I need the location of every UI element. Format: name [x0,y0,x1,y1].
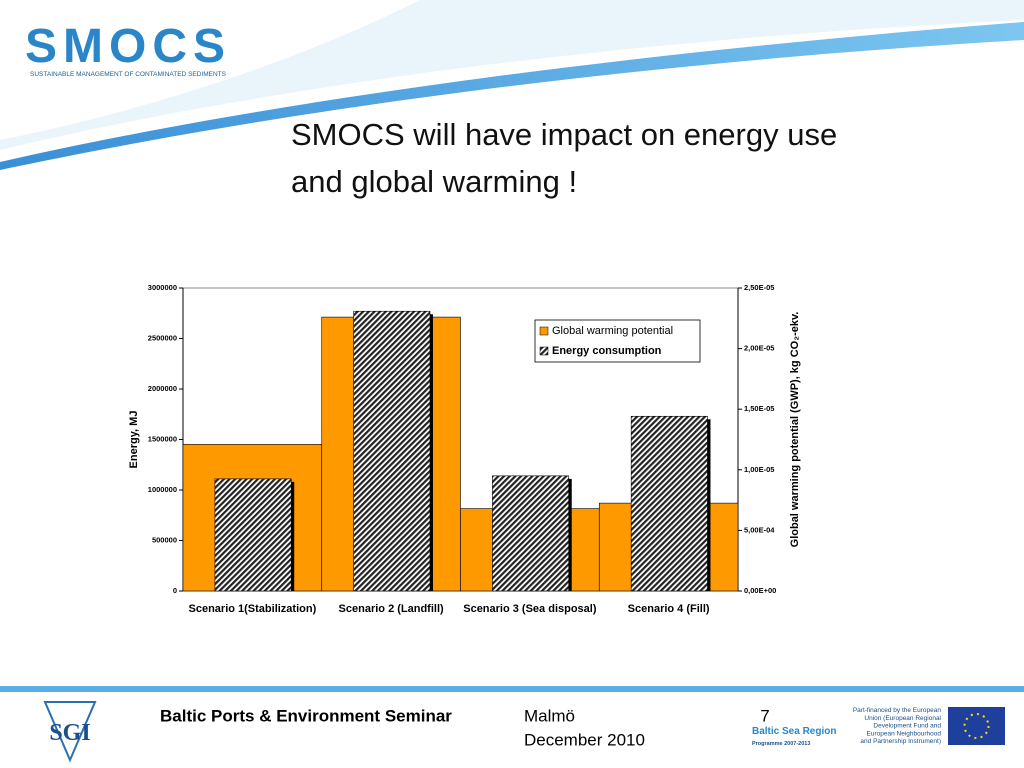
chart: 0 500000 1000000 1500000 2000000 2500000 30000… [128,283,801,615]
legend-label: Global warming potential [552,325,673,337]
x-tick-label: Scenario 2 (Landfill) [339,603,444,615]
eu-line: Union (European Regional [864,715,941,722]
legend-swatch [539,346,549,356]
place: Malmö [524,706,575,725]
sgi-emblem [43,701,97,763]
bar [630,415,708,592]
page-number: 7 [760,706,769,725]
seminar: Baltic Ports & Environment Seminar [160,706,452,725]
swoosh-bg [0,0,1024,150]
logo-subtitle: SUSTAINABLE MANAGEMENT OF CONTAMINATED S… [30,71,227,78]
y2-tick-label: 5,00E-04 [744,525,775,534]
y-tick-label: 1000000 [148,485,177,494]
y2-tick-label: 2,00E-05 [744,344,774,353]
sgi-logo: SGI [49,720,90,746]
title-line: SMOCS will have impact on energy use [291,117,837,152]
y2-tick-label: 1,50E-05 [744,404,774,413]
legend-label: Energy consumption [552,345,662,357]
bar [492,475,570,592]
y-tick-label: 500000 [152,535,177,544]
bar [353,310,431,592]
eu-line: and Partnership Instrument) [860,738,941,745]
eu-line: European Neighbourhood [867,730,942,737]
eu-flag [948,707,1005,745]
y2-tick-label: 1,00E-05 [744,465,774,474]
y2-axis-label: Global warming potential (GWP), kg CO₂-e… [789,312,801,548]
y-axis-label: Energy, MJ [128,411,140,469]
legend-box [534,319,701,363]
date: December 2010 [524,730,645,749]
y-tick-label: 2000000 [148,384,177,393]
y-tick-label: 0 [173,586,177,595]
programme: Baltic Sea Region [752,726,836,737]
y2-tick-label: 2,50E-05 [744,283,774,292]
y-tick-label: 2500000 [148,333,177,342]
title-line: and global warming ! [291,164,577,199]
y-tick-label: 1500000 [148,434,177,443]
eu-stars [963,713,990,739]
eu-line: Development Fund and [873,723,941,730]
legend-swatch [539,326,549,336]
y2-tick-label: 0,00E+00 [744,586,776,595]
programme-years: Programme 2007-2013 [752,741,810,747]
swoosh [0,22,1024,170]
eu-line: Part-financed by the European [853,707,942,714]
footer-rule [0,686,1024,692]
logo: SMOCS [25,20,231,73]
bar [214,478,292,592]
y-tick-label: 3000000 [148,283,177,292]
x-tick-label: Scenario 4 (Fill) [628,603,710,615]
x-tick-label: Scenario 3 (Sea disposal) [463,603,597,615]
x-tick-label: Scenario 1(Stabilization) [189,603,317,615]
